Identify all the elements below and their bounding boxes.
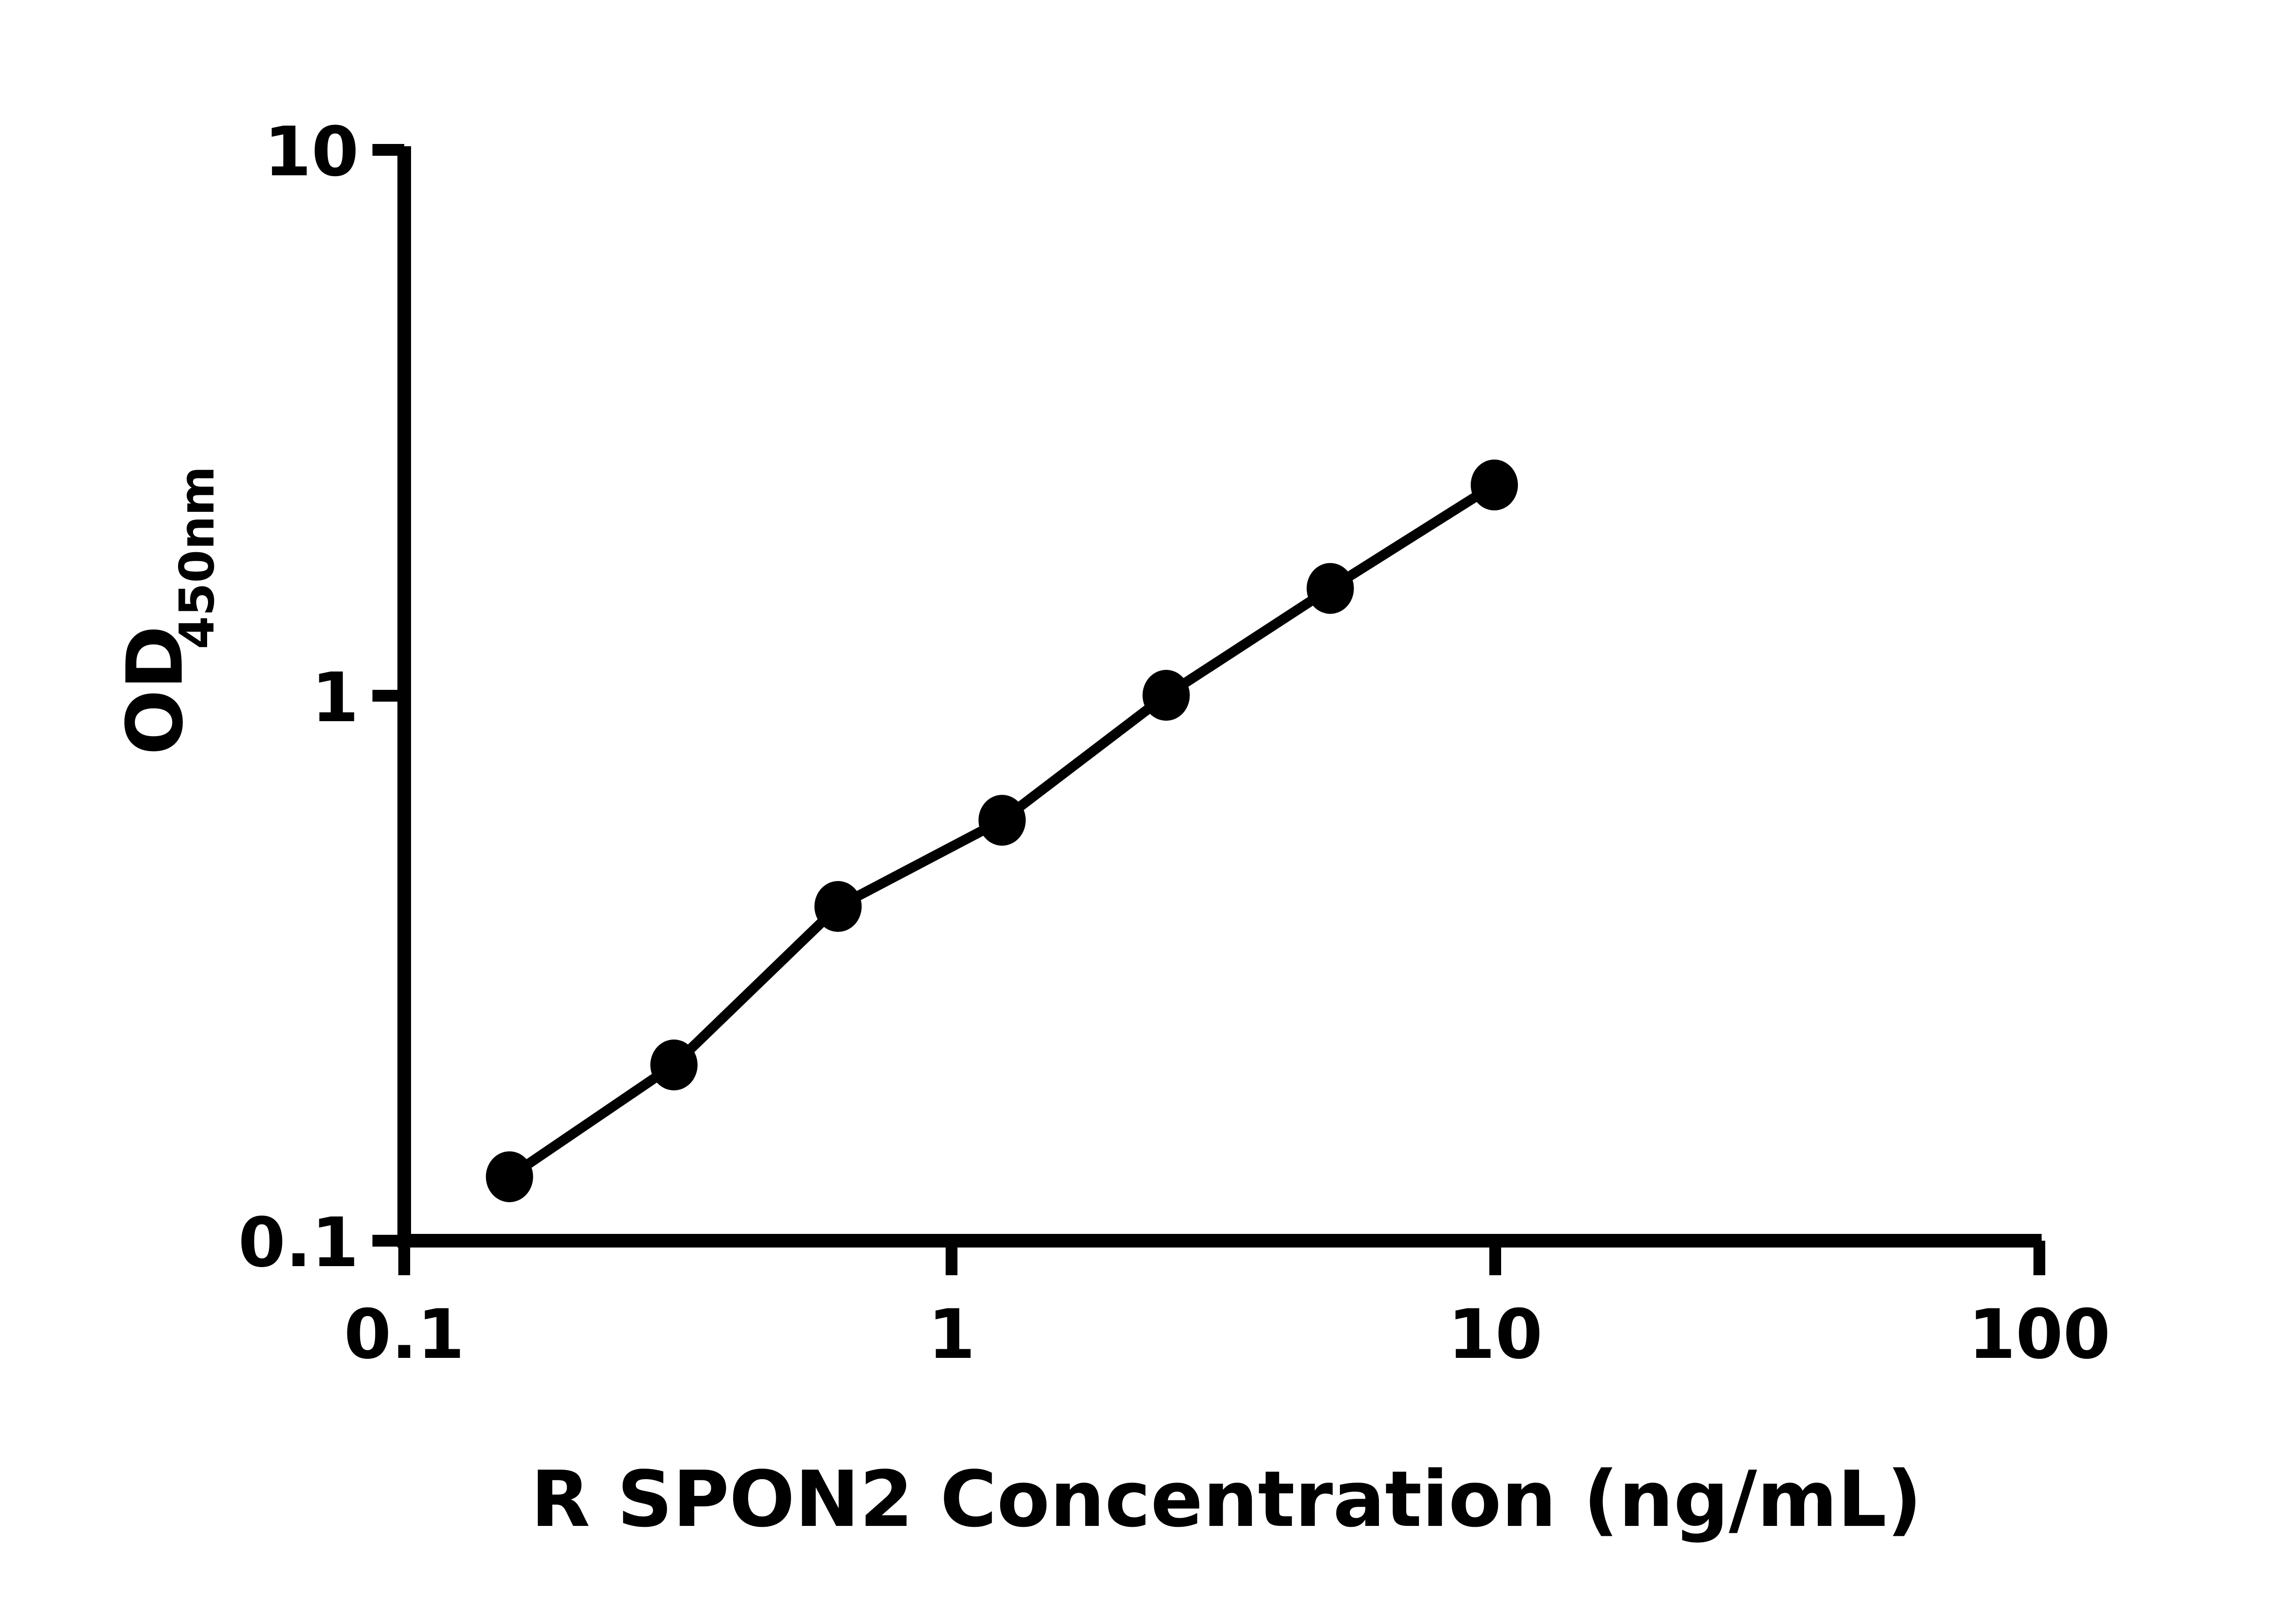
x-tick-label-10: 10 <box>1448 1295 1543 1374</box>
x-tick-label-0.1: 0.1 <box>344 1295 465 1374</box>
y-axis: 10 1 0.1 <box>238 113 411 1282</box>
data-point <box>486 1151 533 1203</box>
y-tick-label-0.1: 0.1 <box>238 1203 359 1282</box>
y-axis-title-main: OD <box>110 625 200 755</box>
y-axis-title-subscript: 450nm <box>169 466 225 649</box>
series-markers <box>486 459 1518 1203</box>
y-axis-title-sub-group: 450nm <box>169 466 225 649</box>
x-tick-label-100: 100 <box>1968 1295 2110 1374</box>
y-axis-title-group: OD <box>110 625 200 755</box>
x-axis: 0.1 1 10 100 <box>344 1234 2111 1374</box>
data-point <box>1142 670 1190 721</box>
data-point <box>650 1040 698 1090</box>
data-point <box>814 881 862 932</box>
x-tick-label-1: 1 <box>928 1295 975 1374</box>
y-tick-label-1: 1 <box>312 659 359 738</box>
data-point <box>1306 563 1354 614</box>
x-axis-title: R SPON2 Concentration (ng/mL) <box>531 1455 1922 1545</box>
data-point <box>1471 459 1518 510</box>
y-tick-label-10: 10 <box>264 113 359 192</box>
data-point <box>978 795 1026 846</box>
